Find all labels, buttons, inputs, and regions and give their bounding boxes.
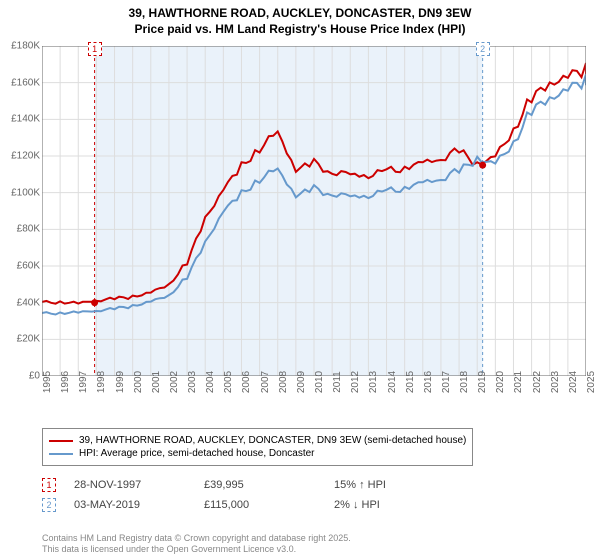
- x-tick-label: 1997: [78, 371, 89, 393]
- x-tick-label: 2022: [532, 371, 543, 393]
- y-tick-label: £100K: [11, 187, 40, 198]
- y-tick-label: £40K: [17, 297, 40, 308]
- x-tick-label: 2021: [513, 371, 524, 393]
- x-tick-label: 2016: [423, 371, 434, 393]
- legend-swatch: [49, 440, 73, 442]
- legend-item: HPI: Average price, semi-detached house,…: [49, 448, 466, 459]
- x-tick-label: 2009: [296, 371, 307, 393]
- x-tick-label: 2004: [205, 371, 216, 393]
- y-axis: £0£20K£40K£60K£80K£100K£120K£140K£160K£1…: [0, 46, 42, 376]
- legend-swatch: [49, 453, 73, 455]
- x-tick-label: 2002: [169, 371, 180, 393]
- x-tick-label: 2011: [332, 371, 343, 393]
- event-row: 1 28-NOV-1997£39,99515% ↑ HPI: [42, 478, 464, 492]
- x-tick-label: 2015: [405, 371, 416, 393]
- y-tick-label: £0: [29, 371, 40, 382]
- footer-line1: Contains HM Land Registry data © Crown c…: [42, 533, 351, 545]
- footer-line2: This data is licensed under the Open Gov…: [42, 544, 351, 556]
- x-tick-label: 1996: [60, 371, 71, 393]
- legend: 39, HAWTHORNE ROAD, AUCKLEY, DONCASTER, …: [42, 428, 582, 466]
- x-tick-label: 2000: [133, 371, 144, 393]
- chart-marker-1: 1: [88, 42, 102, 56]
- y-tick-label: £60K: [17, 261, 40, 272]
- legend-item: 39, HAWTHORNE ROAD, AUCKLEY, DONCASTER, …: [49, 435, 466, 446]
- chart-marker-2: 2: [476, 42, 490, 56]
- event-marker: 1: [42, 478, 56, 492]
- y-tick-label: £120K: [11, 151, 40, 162]
- title-line1: 39, HAWTHORNE ROAD, AUCKLEY, DONCASTER, …: [0, 6, 600, 22]
- y-tick-label: £80K: [17, 224, 40, 235]
- x-tick-label: 2018: [459, 371, 470, 393]
- event-delta: 15% ↑ HPI: [334, 479, 464, 491]
- legend-label: 39, HAWTHORNE ROAD, AUCKLEY, DONCASTER, …: [79, 435, 466, 446]
- event-delta: 2% ↓ HPI: [334, 499, 464, 511]
- y-tick-label: £140K: [11, 114, 40, 125]
- event-price: £39,995: [204, 479, 334, 491]
- x-tick-label: 2020: [495, 371, 506, 393]
- event-date: 28-NOV-1997: [74, 479, 204, 491]
- event-table: 1 28-NOV-1997£39,99515% ↑ HPI 2 03-MAY-2019…: [42, 478, 464, 518]
- y-tick-label: £180K: [11, 41, 40, 52]
- legend-box: 39, HAWTHORNE ROAD, AUCKLEY, DONCASTER, …: [42, 428, 473, 466]
- event-marker: 2: [42, 498, 56, 512]
- legend-label: HPI: Average price, semi-detached house,…: [79, 448, 315, 459]
- x-tick-label: 2017: [441, 371, 452, 393]
- x-tick-label: 2012: [350, 371, 361, 393]
- event-row: 2 03-MAY-2019£115,0002% ↓ HPI: [42, 498, 464, 512]
- event-price: £115,000: [204, 499, 334, 511]
- x-tick-label: 2010: [314, 371, 325, 393]
- chart-svg: [42, 46, 586, 376]
- x-tick-label: 1998: [96, 371, 107, 393]
- chart-plot: 12: [42, 46, 586, 376]
- event-date: 03-MAY-2019: [74, 499, 204, 511]
- x-axis: 1995199619971998199920002001200220032004…: [42, 376, 586, 426]
- x-tick-label: 2001: [151, 371, 162, 393]
- y-tick-label: £20K: [17, 334, 40, 345]
- x-tick-label: 2019: [477, 371, 488, 393]
- x-tick-label: 2025: [586, 371, 597, 393]
- x-tick-label: 1995: [42, 371, 53, 393]
- footer: Contains HM Land Registry data © Crown c…: [42, 533, 351, 556]
- title-line2: Price paid vs. HM Land Registry's House …: [0, 22, 600, 38]
- x-tick-label: 2024: [568, 371, 579, 393]
- x-tick-label: 2013: [368, 371, 379, 393]
- y-tick-label: £160K: [11, 77, 40, 88]
- x-tick-label: 2006: [241, 371, 252, 393]
- x-tick-label: 2005: [223, 371, 234, 393]
- x-tick-label: 1999: [115, 371, 126, 393]
- x-tick-label: 2008: [278, 371, 289, 393]
- x-tick-label: 2007: [260, 371, 271, 393]
- x-tick-label: 2014: [387, 371, 398, 393]
- x-tick-label: 2003: [187, 371, 198, 393]
- x-tick-label: 2023: [550, 371, 561, 393]
